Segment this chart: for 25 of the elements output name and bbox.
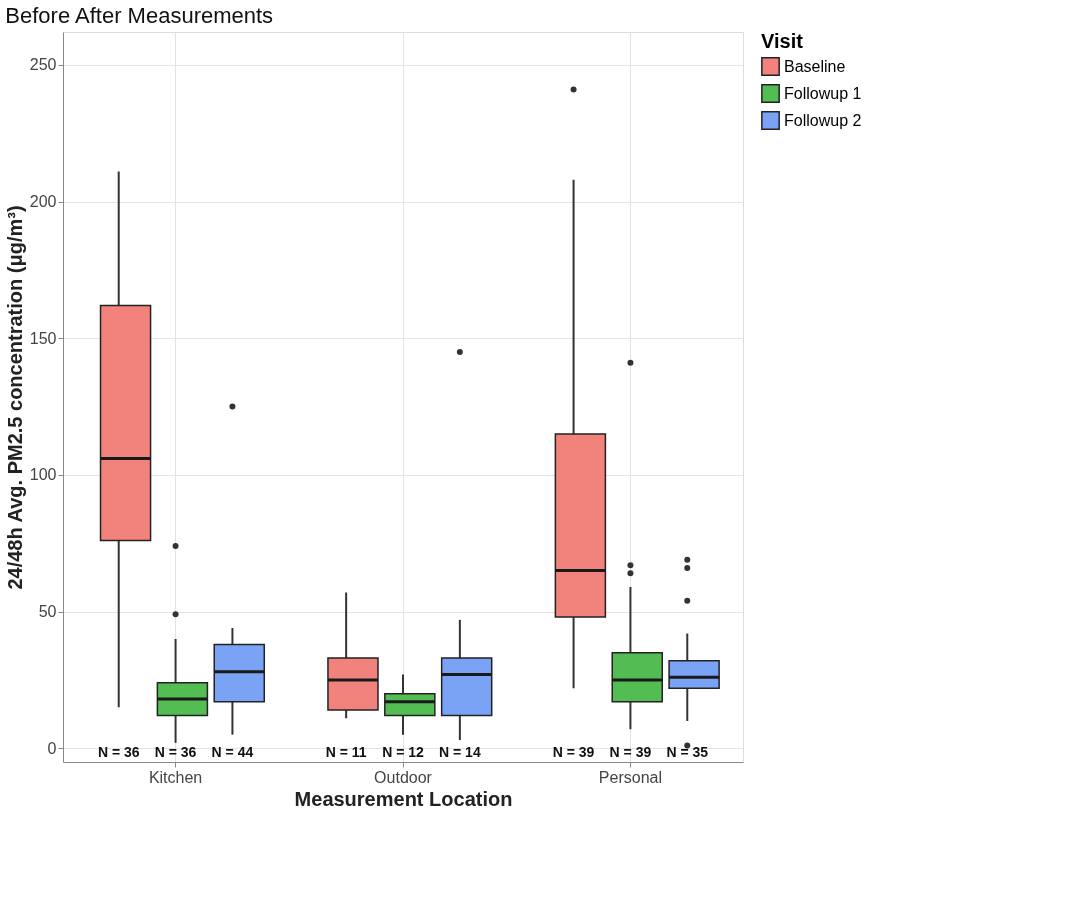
x-tick-label: Outdoor	[374, 768, 433, 786]
y-tick-label: 250	[29, 56, 57, 74]
y-tick-label: 200	[29, 193, 57, 211]
legend-label: Followup 2	[784, 111, 862, 129]
y-tick-label: 150	[29, 329, 57, 347]
y-axis-title: 24/48h Avg. PM2.5 concentration (μg/m³)	[3, 205, 26, 590]
annotation: N = 39	[609, 744, 652, 760]
legend-label: Baseline	[784, 57, 846, 75]
annotation: N = 12	[382, 744, 425, 760]
y-tick-label: 100	[29, 466, 57, 484]
annotation: N = 35	[666, 744, 709, 760]
annotation: N = 44	[211, 744, 254, 760]
annotation: N = 36	[97, 744, 140, 760]
legend-label: Followup 1	[784, 84, 862, 102]
y-tick-label: 50	[38, 603, 57, 621]
y-tick-label: 0	[47, 739, 57, 757]
annotation: N = 36	[154, 744, 197, 760]
x-tick-label: Kitchen	[148, 768, 203, 786]
x-axis-title: Measurement Location	[294, 787, 513, 810]
annotation: N = 39	[552, 744, 595, 760]
annotation: N = 14	[439, 744, 481, 760]
x-tick-label: Personal	[598, 768, 662, 786]
chart-title: Before After Measurements	[5, 3, 274, 28]
annotation: N = 11	[325, 744, 367, 760]
legend-title: Visit	[761, 30, 804, 52]
